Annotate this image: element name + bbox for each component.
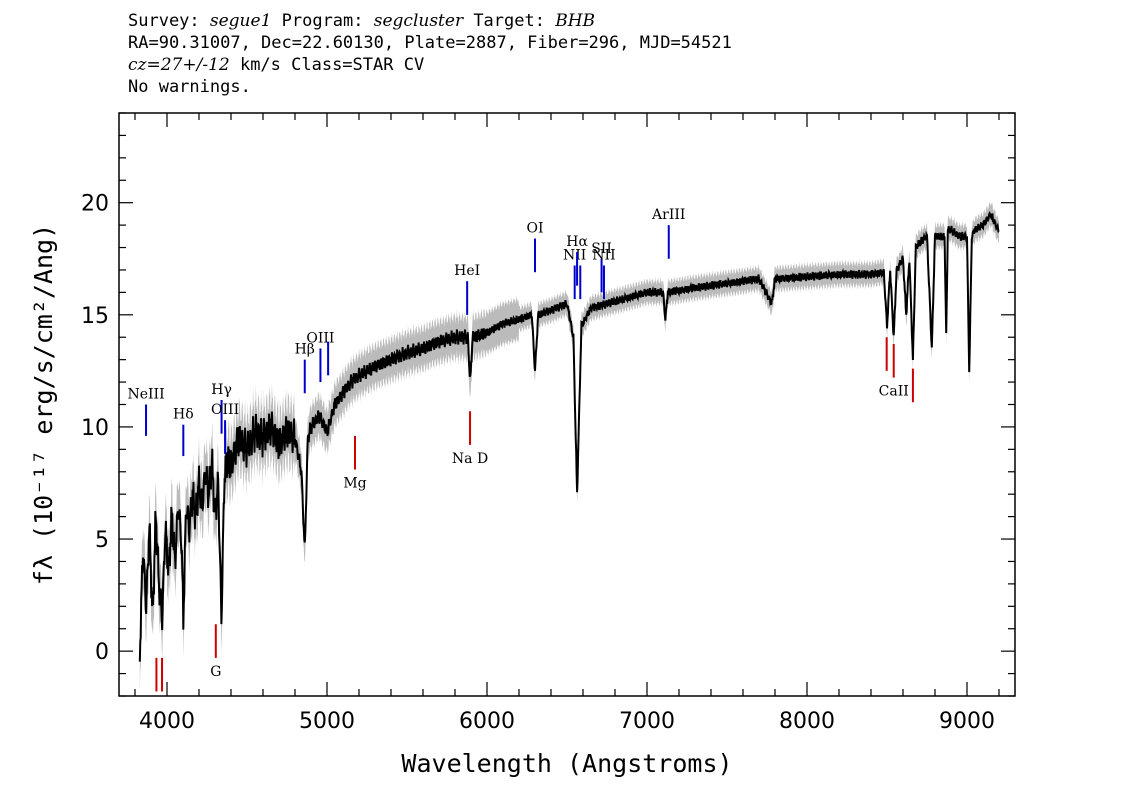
emission-line-label: HeI xyxy=(454,263,480,279)
error-band-layer xyxy=(139,202,1000,691)
x-tick-label: 4000 xyxy=(139,709,195,734)
y-tick-label: 10 xyxy=(81,416,109,441)
spectrum-header: Survey: segue1 Program: segcluster Targe… xyxy=(128,10,732,98)
emission-line-label: Hβ xyxy=(295,342,315,358)
emission-line-label: OIII xyxy=(211,402,239,418)
cz-label: cz xyxy=(128,55,147,75)
emission-line-label: NII xyxy=(592,247,615,263)
absorption-line-label: CaII xyxy=(879,384,909,400)
emission-line-label: Hδ xyxy=(173,407,194,423)
x-tick-label: 5000 xyxy=(299,709,355,734)
survey-label: Survey: xyxy=(128,11,210,31)
cz-value: =27+/-12 xyxy=(146,55,230,75)
y-tick-label: 20 xyxy=(81,192,109,217)
header-line-redshift: cz=27+/-12 km/s Class=STAR CV xyxy=(128,54,732,76)
absorption-line-label: Na D xyxy=(452,451,488,467)
y-axis-label: fλ (10⁻¹⁷ erg/s/cm²/Ang) xyxy=(29,224,58,585)
y-tick-label: 15 xyxy=(81,304,109,329)
emission-line-label: NeIII xyxy=(127,387,164,403)
emission-line-label: Hα xyxy=(566,234,588,250)
target-value: BHB xyxy=(555,11,596,31)
survey-value: segue1 xyxy=(209,11,272,31)
absorption-line-label: G xyxy=(210,664,221,680)
program-value: segcluster xyxy=(373,11,464,31)
x-tick-label: 8000 xyxy=(779,709,835,734)
emission-line-label: OIII xyxy=(306,330,334,346)
spectrum-line-layer xyxy=(138,210,1000,662)
x-tick-label: 9000 xyxy=(939,709,995,734)
target-label: Target: xyxy=(463,11,556,31)
emission-line-label: Hγ xyxy=(211,382,232,398)
spectrum-line xyxy=(138,210,1000,662)
x-axis-label: Wavelength (Angstroms) xyxy=(401,749,732,778)
error-band xyxy=(139,202,1000,691)
emission-line-label: SII xyxy=(591,241,612,257)
y-tick-label: 5 xyxy=(95,528,109,553)
emission-line-label: NII xyxy=(563,247,586,263)
header-line-coords: RA=90.31007, Dec=22.60130, Plate=2887, F… xyxy=(128,33,732,53)
x-tick-label: 6000 xyxy=(459,709,515,734)
header-line-warnings: No warnings. xyxy=(128,77,251,97)
program-label: Program: xyxy=(271,11,374,31)
class-text: km/s Class=STAR CV xyxy=(229,55,425,75)
axes: 4000 5000 6000 7000 8000 9000 0 5 10 15 20 xyxy=(81,112,1016,734)
header-line-survey: Survey: segue1 Program: segcluster Targe… xyxy=(128,10,732,32)
x-tick-label: 7000 xyxy=(619,709,675,734)
emission-line-label: OI xyxy=(526,221,543,237)
y-tick-label: 0 xyxy=(95,640,109,665)
absorption-line-label: Mg xyxy=(343,476,366,492)
emission-line-label: ArIII xyxy=(651,207,685,223)
